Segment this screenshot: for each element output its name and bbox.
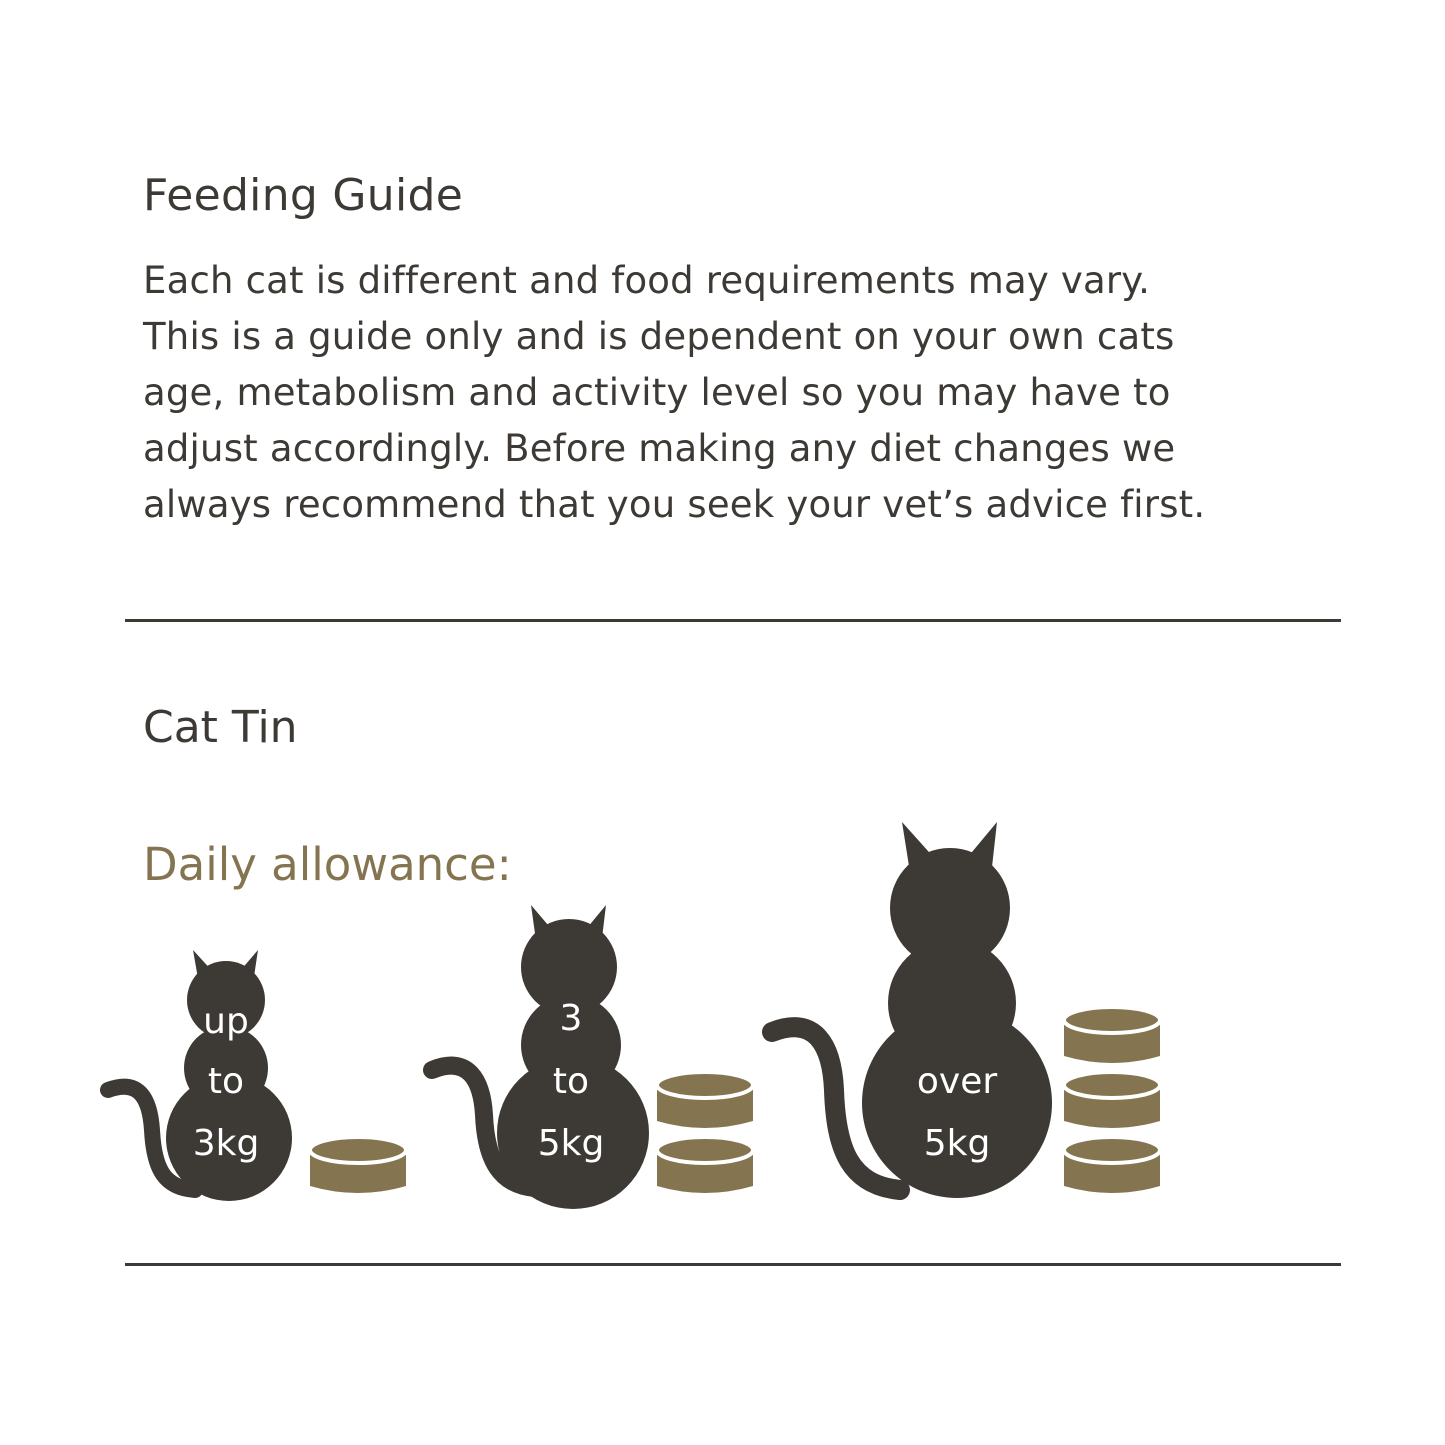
paragraph-line: age, metabolism and activity level so yo… [143,371,1171,414]
cat-medium-icon [423,905,649,1209]
tin-icon [1062,1005,1162,1063]
weight-label: 3 [560,998,583,1039]
weight-label: 5kg [538,1123,605,1164]
weight-label: up [203,1001,249,1042]
page-title: Feeding Guide [143,170,464,221]
divider [125,619,1341,622]
tin-icon [655,1070,755,1128]
paragraph-line: This is a guide only and is dependent on… [143,315,1175,358]
section-title: Cat Tin [143,702,298,753]
tins-group [308,1005,1162,1193]
weight-label: to [208,1061,244,1102]
tin-icon [308,1135,408,1193]
weight-label: over [917,1061,997,1102]
weight-label: 5kg [924,1123,991,1164]
daily-allowance-label: Daily allowance: [143,838,512,891]
divider [125,1263,1341,1266]
weight-label: 3kg [193,1123,260,1164]
cat-small-icon [100,950,292,1201]
paragraph-line: adjust accordingly. Before making any di… [143,427,1176,470]
tin-icon [655,1135,755,1193]
tin-icon [1062,1135,1162,1193]
intro-paragraph: Each cat is different and food requireme… [143,253,1205,533]
tin-icon [1062,1070,1162,1128]
paragraph-line: Each cat is different and food requireme… [143,259,1151,302]
weight-label: to [553,1061,589,1102]
paragraph-line: always recommend that you seek your vet’… [143,483,1206,526]
cat-large-icon [762,822,1052,1200]
